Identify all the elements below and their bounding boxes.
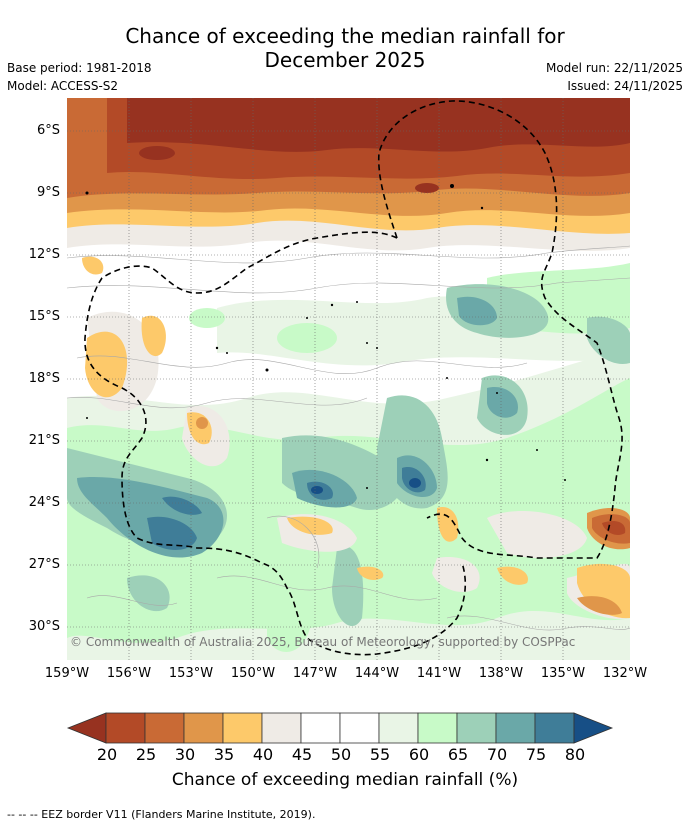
- lon-label-135w: 135°W: [540, 666, 586, 681]
- copyright-text: © Commonwealth of Australia 2025, Bureau…: [70, 635, 575, 649]
- colorbar-cell: [183, 712, 224, 744]
- lat-label-6s: 6°S: [36, 123, 60, 138]
- lat-label-12s: 12°S: [28, 247, 60, 262]
- lon-label-144w: 144°W: [354, 666, 400, 681]
- rainfall-map: © Commonwealth of Australia 2025, Bureau…: [67, 98, 630, 660]
- eez-borders: [84, 100, 623, 656]
- rainfall-map-svg: © Commonwealth of Australia 2025, Bureau…: [67, 98, 630, 660]
- colorbar-tick: 60: [408, 745, 430, 764]
- colorbar-tick: 70: [486, 745, 508, 764]
- colorbar-cell: [105, 712, 146, 744]
- colorbar-extend-high: [573, 712, 614, 744]
- lon-label-159w: 159°W: [44, 666, 90, 681]
- colorbar-tick: 80: [564, 745, 586, 764]
- lat-label-27s: 27°S: [28, 557, 60, 572]
- colorbar-tick: 65: [447, 745, 469, 764]
- islands: [85, 184, 566, 489]
- title-line-1: Chance of exceeding the median rainfall …: [125, 24, 565, 48]
- colorbar: [66, 712, 614, 744]
- eez-legend-note: -- -- -- EEZ border V11 (Flanders Marine…: [7, 808, 316, 821]
- colorbar-cell: [222, 712, 263, 744]
- title-line-2: December 2025: [264, 48, 426, 72]
- colorbar-tick: 25: [135, 745, 157, 764]
- lat-label-18s: 18°S: [28, 371, 60, 386]
- colorbar-cell: [339, 712, 380, 744]
- base-period: Base period: 1981-2018: [7, 61, 152, 75]
- colorbar-cells: [66, 712, 614, 744]
- lon-label-156w: 156°W: [106, 666, 152, 681]
- colorbar-cell: [300, 712, 341, 744]
- colorbar-cell: [456, 712, 497, 744]
- lat-label-30s: 30°S: [28, 619, 60, 634]
- colorbar-tick: 30: [174, 745, 196, 764]
- map-title: Chance of exceeding the median rainfall …: [0, 24, 690, 72]
- colorbar-cell: [417, 712, 458, 744]
- contour-lines: [67, 245, 630, 631]
- lon-label-153w: 153°W: [168, 666, 214, 681]
- colorbar-cell: [495, 712, 536, 744]
- lon-label-132w: 132°W: [602, 666, 648, 681]
- colorbar-cell: [534, 712, 575, 744]
- colorbar-tick: 50: [330, 745, 352, 764]
- lat-label-15s: 15°S: [28, 309, 60, 324]
- colorbar-tick: 75: [525, 745, 547, 764]
- lon-label-147w: 147°W: [292, 666, 338, 681]
- colorbar-tick: 45: [291, 745, 313, 764]
- issued-date: Issued: 24/11/2025: [567, 79, 683, 93]
- meta-left: Base period: 1981-2018 Model: ACCESS-S2: [7, 59, 152, 95]
- colorbar-cell: [144, 712, 185, 744]
- lat-label-21s: 21°S: [28, 433, 60, 448]
- model-run: Model run: 22/11/2025: [545, 61, 683, 75]
- lon-label-141w: 141°W: [416, 666, 462, 681]
- colorbar-tick: 35: [213, 745, 235, 764]
- band-80-plus: [311, 478, 421, 494]
- graticule: [67, 98, 630, 660]
- lat-label-24s: 24°S: [28, 495, 60, 510]
- colorbar-tick: 20: [96, 745, 118, 764]
- colorbar-label: Chance of exceeding median rainfall (%): [171, 770, 519, 790]
- colorbar-extend-low: [66, 712, 107, 744]
- lat-label-9s: 9°S: [36, 185, 60, 200]
- colorbar-cell: [378, 712, 419, 744]
- meta-right: Model run: 22/11/2025 Issued: 24/11/2025: [546, 59, 683, 95]
- colorbar-tick: 55: [369, 745, 391, 764]
- lon-label-138w: 138°W: [478, 666, 524, 681]
- colorbar-cell: [261, 712, 302, 744]
- model-name: Model: ACCESS-S2: [7, 79, 119, 93]
- band-below-20: [127, 98, 630, 193]
- colorbar-tick: 40: [252, 745, 274, 764]
- lon-label-150w: 150°W: [230, 666, 276, 681]
